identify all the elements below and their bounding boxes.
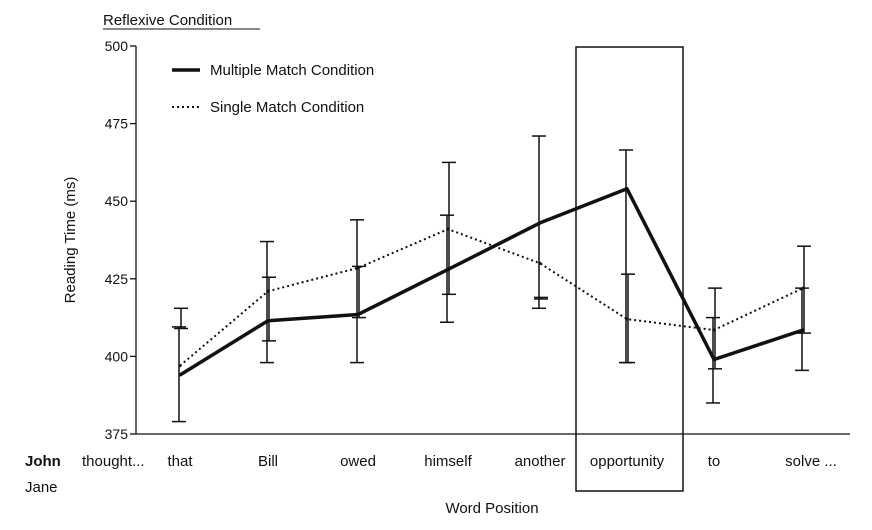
x-tick-label: opportunity [590, 453, 665, 470]
series-layer [172, 135, 811, 423]
x-tick-label: himself [424, 453, 472, 470]
y-tick-label: 500 [105, 38, 129, 54]
data-point [625, 187, 629, 191]
legend-label: Single Match Condition [210, 99, 364, 116]
data-point [266, 289, 270, 293]
y-tick-label: 475 [105, 116, 129, 132]
data-point [178, 364, 182, 368]
series-0 [172, 135, 809, 423]
axes: 375 400 425 450 475 500 [105, 38, 850, 442]
sentence-verb: thought... [82, 453, 145, 470]
data-point [538, 261, 542, 265]
data-point [446, 227, 450, 231]
y-tick-label: 450 [105, 193, 129, 209]
data-point [178, 373, 182, 377]
legend: Multiple Match Condition Single Match Con… [172, 62, 374, 116]
highlight-rect [575, 46, 684, 492]
data-point [356, 266, 360, 270]
y-tick-label: 400 [105, 348, 129, 364]
x-tick-label: owed [340, 453, 376, 470]
x-tick-label: that [167, 453, 193, 470]
data-point [712, 328, 716, 332]
series-line [179, 228, 804, 367]
data-point [625, 317, 629, 321]
legend-label: Multiple Match Condition [210, 62, 374, 79]
series-1 [174, 161, 811, 370]
data-point [538, 221, 542, 225]
chart-title: Reflexive Condition [103, 12, 232, 29]
highlight-box [575, 46, 684, 492]
x-tick-label: Bill [258, 453, 278, 470]
y-axis-label: Reading Time (ms) [62, 177, 79, 304]
data-point [801, 286, 805, 290]
series-line [179, 187, 804, 377]
y-tick-label: 425 [105, 271, 129, 287]
x-tick-label: another [515, 453, 566, 470]
x-tick-label: to [708, 453, 721, 470]
x-tick-labels: that Bill owed himself another opportunity to s… [167, 453, 836, 470]
x-tick-label: solve ... [785, 453, 837, 470]
sentence-alt-subject: Jane [25, 479, 58, 496]
x-axis-label: Word Position [445, 500, 538, 517]
sentence-subject: John [25, 453, 61, 470]
y-tick-label: 375 [105, 426, 129, 442]
